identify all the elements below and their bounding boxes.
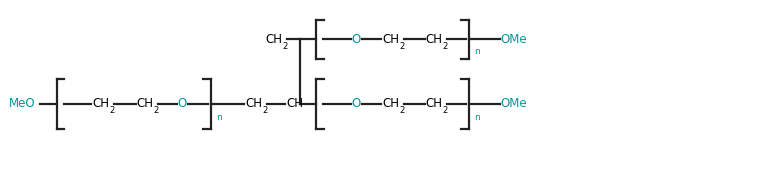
Text: O: O (177, 97, 187, 110)
Text: 2: 2 (399, 107, 405, 115)
Text: CH: CH (382, 33, 399, 46)
Text: OMe: OMe (501, 33, 527, 46)
Text: CH: CH (92, 97, 109, 110)
Text: 2: 2 (443, 107, 448, 115)
Text: CH: CH (382, 97, 399, 110)
Text: CH: CH (245, 97, 262, 110)
Text: O: O (352, 97, 361, 110)
Text: CH: CH (425, 97, 443, 110)
Text: 2: 2 (282, 42, 288, 51)
Text: MeO: MeO (9, 97, 36, 110)
Text: 2: 2 (262, 107, 267, 115)
Text: OMe: OMe (501, 97, 527, 110)
Text: O: O (352, 33, 361, 46)
Text: n: n (216, 113, 222, 122)
Text: 2: 2 (399, 42, 405, 51)
Text: 2: 2 (109, 107, 115, 115)
Text: n: n (474, 47, 480, 55)
Text: n: n (474, 113, 480, 122)
Text: 2: 2 (443, 42, 448, 51)
Text: CH: CH (265, 33, 282, 46)
Text: CH: CH (136, 97, 153, 110)
Text: 2: 2 (153, 107, 159, 115)
Text: CH: CH (286, 97, 303, 110)
Text: CH: CH (425, 33, 443, 46)
